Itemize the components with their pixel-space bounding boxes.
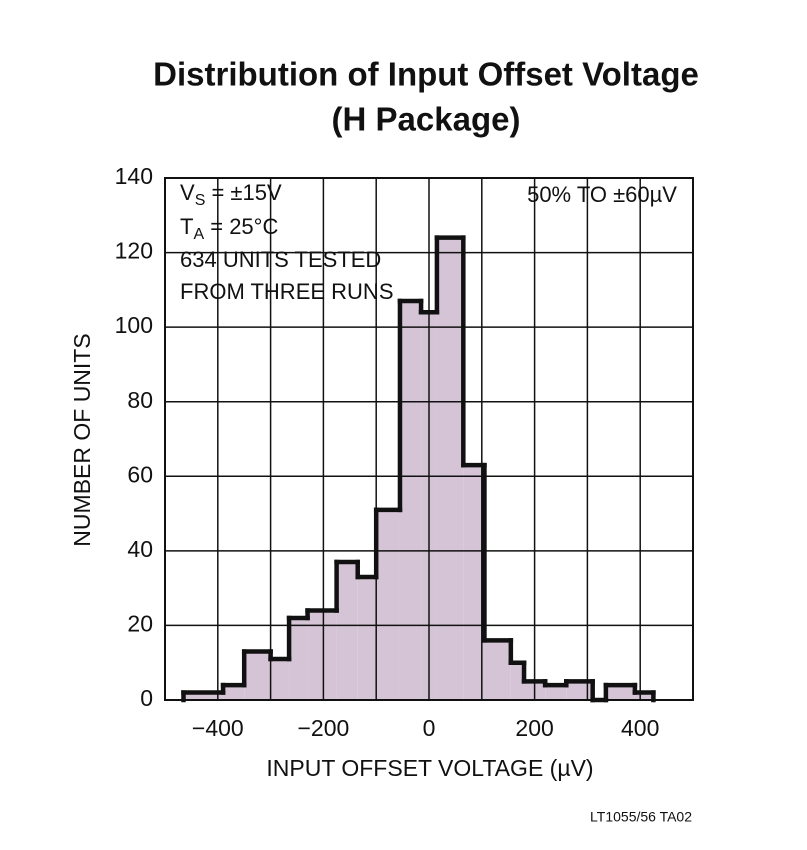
annotation-subscript: S: [195, 192, 206, 209]
bar: [463, 465, 485, 700]
annotation: VS = ±15V: [180, 180, 282, 209]
x-tick-label: 0: [423, 715, 436, 741]
bar: [634, 692, 654, 700]
y-tick-label: 120: [115, 238, 153, 264]
plot-frame: [164, 177, 694, 701]
x-tick-label: −200: [297, 715, 349, 741]
annotation: 634 UNITS TESTED: [180, 247, 381, 272]
y-axis-label: NUMBER OF UNITS: [69, 333, 95, 546]
x-tick-label: 200: [515, 715, 553, 741]
annotation-text: 634 UNITS TESTED: [180, 247, 381, 272]
y-tick-label: 40: [127, 536, 153, 562]
bar: [270, 658, 290, 700]
bar: [399, 301, 422, 700]
bar: [376, 509, 400, 700]
annotation-text: T: [180, 214, 193, 239]
bar: [289, 617, 308, 700]
x-axis-label: INPUT OFFSET VOLTAGE (µV): [266, 755, 593, 781]
y-tick-label: 20: [127, 611, 153, 637]
annotation: FROM THREE RUNS: [180, 279, 394, 304]
annotation: 50% TO ±60µV: [527, 182, 677, 207]
bar: [545, 685, 567, 700]
annotation: TA = 25°C: [180, 214, 278, 243]
bar: [336, 562, 358, 700]
bar: [436, 237, 464, 700]
bar: [357, 576, 377, 700]
x-tick-label: 400: [621, 715, 659, 741]
y-tick-label: 60: [127, 461, 153, 487]
bar: [244, 651, 271, 700]
bar: [307, 610, 337, 700]
annotation-text: = ±15V: [205, 180, 282, 205]
annotation-subscript: A: [193, 226, 204, 243]
bar: [510, 662, 525, 700]
chart-title: Distribution of Input Offset Voltage: [153, 56, 699, 93]
chart-subtitle: (H Package): [332, 101, 521, 138]
bar: [484, 640, 511, 700]
y-tick-label: 80: [127, 387, 153, 413]
bar: [183, 692, 224, 700]
y-tick-label: 100: [115, 312, 153, 338]
bar: [223, 685, 245, 700]
y-tick-label: 140: [115, 163, 153, 189]
annotation-text: = 25°C: [204, 214, 278, 239]
annotation-text: V: [180, 180, 195, 205]
bar: [566, 681, 593, 700]
y-tick-label: 0: [140, 685, 153, 711]
annotation-text: FROM THREE RUNS: [180, 279, 394, 304]
bar: [605, 685, 635, 700]
footnote: LT1055/56 TA02: [590, 809, 692, 825]
x-tick-label: −400: [192, 715, 244, 741]
